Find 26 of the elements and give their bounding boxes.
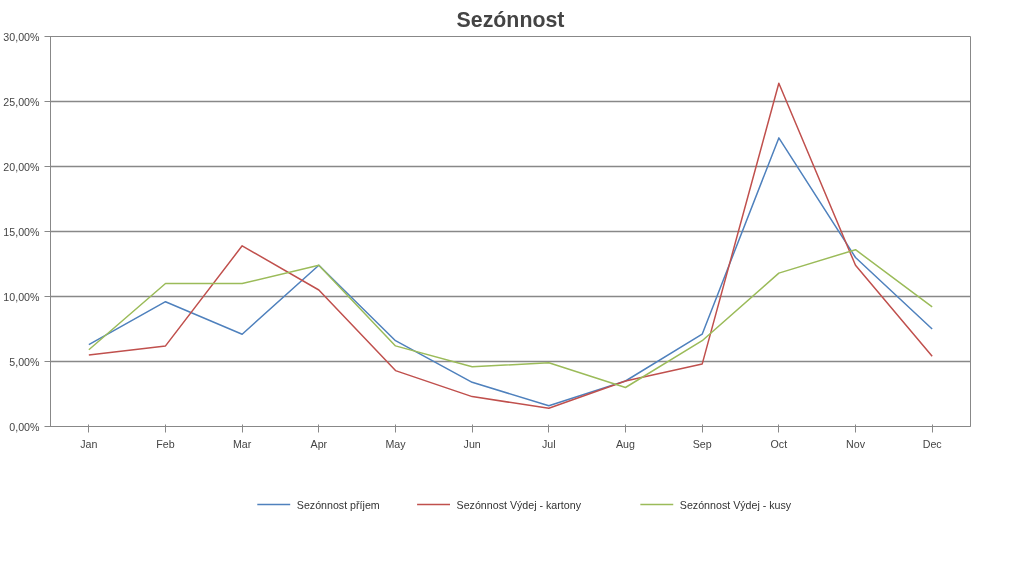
chart-title: Sezónnost	[456, 7, 565, 32]
y-tick-label: 0,00%	[9, 420, 41, 433]
line-series	[88, 248, 933, 389]
x-tick-label: May	[385, 437, 407, 450]
x-tick-label: Aug	[616, 437, 636, 450]
x-tick-label: Jan	[80, 437, 98, 450]
x-tick-label: Feb	[156, 437, 175, 450]
legend-label: Sezónnost Výdej - kartony	[456, 498, 582, 511]
y-tick-label: 20,00%	[3, 160, 41, 173]
y-tick-label: 10,00%	[3, 290, 41, 303]
x-tick-label: Oct	[770, 437, 788, 450]
x-tick-label: Jun	[463, 437, 481, 450]
y-tick-label: 15,00%	[3, 225, 41, 238]
legend-label: Sezónnost příjem	[296, 498, 380, 511]
y-tick-label: 30,00%	[3, 30, 41, 43]
x-tick-label: Apr	[310, 437, 328, 450]
legend-label: Sezónnost Výdej - kusy	[679, 498, 792, 511]
x-tick-label: Jul	[542, 437, 556, 450]
y-tick-label: 5,00%	[9, 355, 41, 368]
x-tick-label: Nov	[846, 437, 866, 450]
x-tick-label: Mar	[232, 437, 252, 450]
line-series	[88, 137, 933, 407]
x-tick-label: Dec	[922, 437, 943, 450]
y-tick-label: 25,00%	[3, 95, 41, 108]
x-tick-label: Sep	[692, 437, 712, 450]
line-series	[88, 82, 933, 410]
